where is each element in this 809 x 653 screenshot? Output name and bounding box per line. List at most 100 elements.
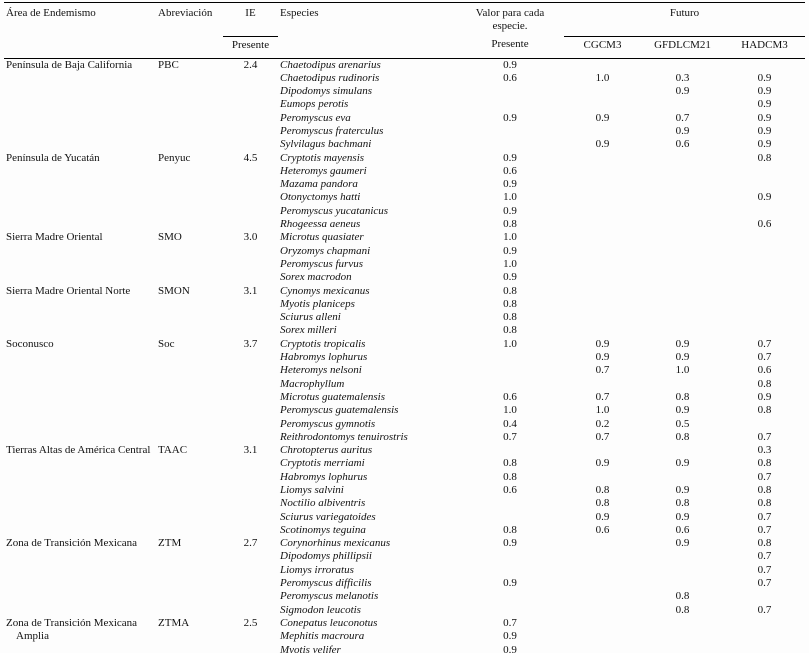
gfdlcm21-value-cell: 0.9	[675, 337, 690, 350]
cgcm3-value-cell	[564, 577, 641, 590]
species-cell: Sorex milleri	[280, 324, 337, 337]
species-row: Peromyscus furvus 1.0	[4, 258, 805, 271]
hadcm3-value-cell: 0.6	[757, 218, 772, 231]
species-cell: Peromyscus gymnotis	[280, 417, 376, 430]
present-value-cell	[456, 378, 564, 391]
col-header-future: Futuro	[564, 2, 806, 37]
species-row: Liomys salvini 0.6 0.8 0.9 0.8	[4, 484, 805, 497]
gfdlcm21-value-cell: 0.8	[675, 603, 690, 616]
ie-cell: 3.1	[243, 284, 258, 297]
cgcm3-value-cell	[564, 564, 641, 577]
gfdlcm21-value-cell	[641, 285, 724, 298]
hadcm3-value-cell	[724, 418, 805, 431]
hadcm3-value-cell: 0.7	[757, 510, 772, 523]
cgcm3-value-cell	[564, 191, 641, 204]
area-cell: Sierra Madre Oriental	[6, 231, 103, 244]
species-cell: Mephitis macroura	[280, 630, 365, 643]
present-value-cell: 0.4	[503, 417, 517, 430]
species-cell: Oryzomys chapmani	[280, 244, 371, 257]
species-row: Peromyscus guatemalensis 1.0 1.0 0.9 0.8	[4, 404, 805, 417]
hadcm3-value-cell: 0.9	[757, 390, 772, 403]
hadcm3-value-cell: 0.7	[757, 603, 772, 616]
cgcm3-value-cell	[564, 378, 641, 391]
species-row: Sigmodon leucotis 0.8 0.7	[4, 604, 805, 617]
ie-cell: 2.4	[223, 57, 278, 152]
present-value-cell	[456, 351, 564, 364]
endemism-table: Área de Endemismo Abreviación IE Especie…	[4, 2, 806, 653]
hadcm3-value-cell: 0.8	[757, 151, 772, 164]
gfdlcm21-value-cell: 0.9	[675, 457, 690, 470]
gfdlcm21-value-cell	[641, 550, 724, 563]
present-value-cell	[456, 444, 564, 457]
present-value-cell: 0.9	[503, 178, 517, 191]
species-row: Scotinomys teguina 0.8 0.6 0.6 0.7	[4, 524, 805, 537]
cgcm3-value-cell: 1.0	[595, 404, 610, 417]
gfdlcm21-value-cell: 0.7	[675, 111, 690, 124]
species-row: Peromyscus fraterculus 0.9 0.9	[4, 125, 805, 138]
cgcm3-value-cell: 0.9	[595, 351, 610, 364]
species-row: Peromyscus eva 0.9 0.9 0.7 0.9	[4, 112, 805, 125]
abbreviation-cell: Penyuc	[158, 151, 191, 164]
present-value-cell	[456, 497, 564, 510]
species-cell: Liomys salvini	[280, 484, 344, 496]
gfdlcm21-value-cell: 0.9	[675, 484, 690, 496]
gfdlcm21-value-cell	[641, 218, 724, 231]
cgcm3-value-cell: 0.9	[595, 138, 610, 151]
cgcm3-value-cell	[564, 231, 641, 244]
gfdlcm21-value-cell: 0.9	[675, 537, 690, 550]
species-cell: Chrotopterus auritus	[280, 444, 373, 457]
cgcm3-value-cell	[564, 125, 641, 138]
ie-cell: 3.7	[243, 337, 258, 350]
hadcm3-value-cell: 0.9	[757, 85, 772, 98]
gfdlcm21-value-cell: 0.9	[675, 404, 690, 417]
present-value-cell: 0.8	[503, 218, 517, 231]
species-cell: Myotis planiceps	[280, 297, 355, 310]
species-row: Rhogeessa aeneus 0.8 0.6	[4, 218, 805, 231]
species-row: Myotis planiceps 0.8	[4, 298, 805, 311]
species-row: Noctilio albiventris 0.8 0.8 0.8	[4, 497, 805, 510]
present-value-cell: 0.8	[503, 284, 517, 297]
cgcm3-value-cell: 1.0	[595, 71, 610, 84]
cgcm3-value-cell	[564, 444, 641, 457]
present-value-cell: 0.9	[503, 537, 517, 550]
cgcm3-value-cell	[564, 630, 641, 643]
gfdlcm21-value-cell	[641, 324, 724, 337]
species-row: Macrophyllum 0.8	[4, 378, 805, 391]
present-value-cell	[456, 138, 564, 151]
species-cell: Macrophyllum	[280, 377, 345, 390]
gfdlcm21-value-cell	[641, 57, 724, 72]
species-cell: Microtus guatemalensis	[280, 390, 385, 403]
table-body: Península de Baja California PBC 2.4 Chaeto…	[4, 57, 806, 653]
species-row: Reithrodontomys tenuirostris 0.7 0.7 0.8 0.7	[4, 431, 805, 444]
present-value-cell: 0.7	[503, 430, 517, 443]
header-row-1: Área de Endemismo Abreviación IE Especie…	[4, 2, 806, 37]
gfdlcm21-value-cell	[641, 564, 724, 577]
col-header-abbreviation: Abreviación	[158, 7, 213, 19]
area-cell: Soconusco	[6, 337, 54, 350]
gfdlcm21-value-cell: 0.9	[675, 85, 690, 98]
present-value-cell: 0.6	[503, 164, 517, 177]
species-cell: Dipodomys phillipsii	[280, 550, 372, 563]
present-value-cell: 1.0	[503, 257, 517, 270]
header-row-2: Presente Presente CGCM3 GFDLCM21 HADCM3	[4, 36, 805, 58]
present-value-cell: 1.0	[503, 337, 517, 350]
hadcm3-value-cell: 0.8	[757, 404, 772, 417]
gfdlcm21-value-cell	[641, 191, 724, 204]
hadcm3-value-cell: 0.8	[757, 537, 772, 550]
abbreviation-cell: PBC	[156, 57, 223, 152]
cgcm3-value-cell	[564, 285, 641, 298]
hadcm3-value-cell	[724, 617, 805, 630]
area-cell: Zona de Transición Mexicana	[6, 537, 138, 550]
species-cell: Heteromys nelsoni	[280, 364, 362, 377]
hadcm3-value-cell: 0.7	[757, 577, 772, 590]
cgcm3-value-cell	[564, 271, 641, 284]
present-value-cell: 0.9	[503, 271, 517, 284]
species-row: Dipodomys phillipsii 0.7	[4, 550, 805, 563]
cgcm3-value-cell	[564, 617, 641, 630]
hadcm3-value-cell: 0.9	[757, 98, 772, 111]
cgcm3-value-cell: 0.2	[595, 417, 610, 430]
hadcm3-value-cell	[724, 630, 805, 643]
cgcm3-value-cell	[564, 165, 641, 178]
species-row: Sierra Madre Oriental SMO 3.0 Microtus quas…	[4, 231, 805, 244]
gfdlcm21-value-cell: 0.9	[675, 124, 690, 137]
